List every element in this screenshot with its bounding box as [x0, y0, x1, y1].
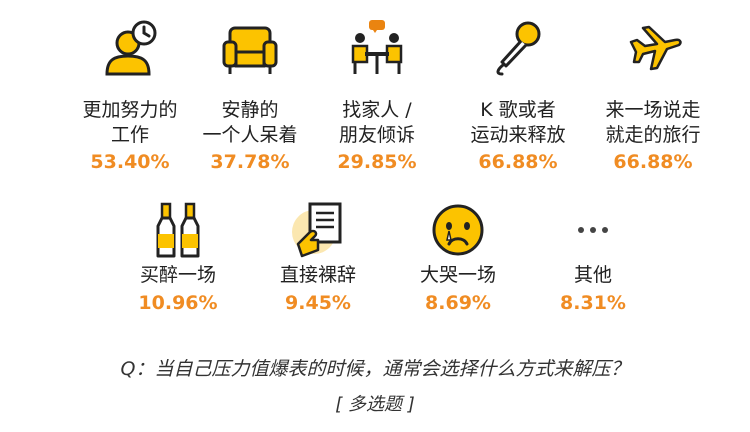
conversation-icon	[347, 18, 407, 78]
option-label: 来一场说走 就走的旅行	[605, 99, 701, 146]
survey-question: Q：当自己压力值爆表的时候，通常会选择什么方式来解压？	[120, 358, 630, 380]
option-value: 66.88%	[478, 151, 558, 173]
bottles-icon	[148, 200, 208, 260]
resignation-letter-icon	[288, 200, 348, 260]
option-value: 66.88%	[613, 151, 693, 173]
option-value: 9.45%	[285, 292, 351, 314]
multiple-choice-note: [ 多选题 ]	[335, 394, 415, 415]
option-label: 买醉一场	[139, 264, 216, 286]
option-label: 安静的 一个人呆着	[202, 99, 298, 146]
option-label: 其他	[573, 264, 612, 286]
option-value: 8.31%	[560, 292, 626, 314]
option-value: 8.69%	[425, 292, 491, 314]
option-label: K 歌或者 运动来释放	[470, 99, 566, 146]
armchair-icon	[220, 18, 280, 78]
option-label: 大哭一场	[419, 264, 496, 286]
option-label: 更加努力的 工作	[82, 99, 178, 146]
option-value: 10.96%	[138, 292, 218, 314]
airplane-icon	[623, 18, 683, 78]
ellipsis-icon	[563, 200, 623, 260]
option-value: 53.40%	[90, 151, 170, 173]
option-value: 37.78%	[210, 151, 290, 173]
option-label: 找家人 / 朋友倾诉	[338, 99, 415, 146]
option-value: 29.85%	[337, 151, 417, 173]
microphone-icon	[488, 18, 548, 78]
person-clock-icon	[100, 18, 160, 78]
option-label: 直接裸辞	[279, 264, 356, 286]
crying-face-icon	[428, 200, 488, 260]
